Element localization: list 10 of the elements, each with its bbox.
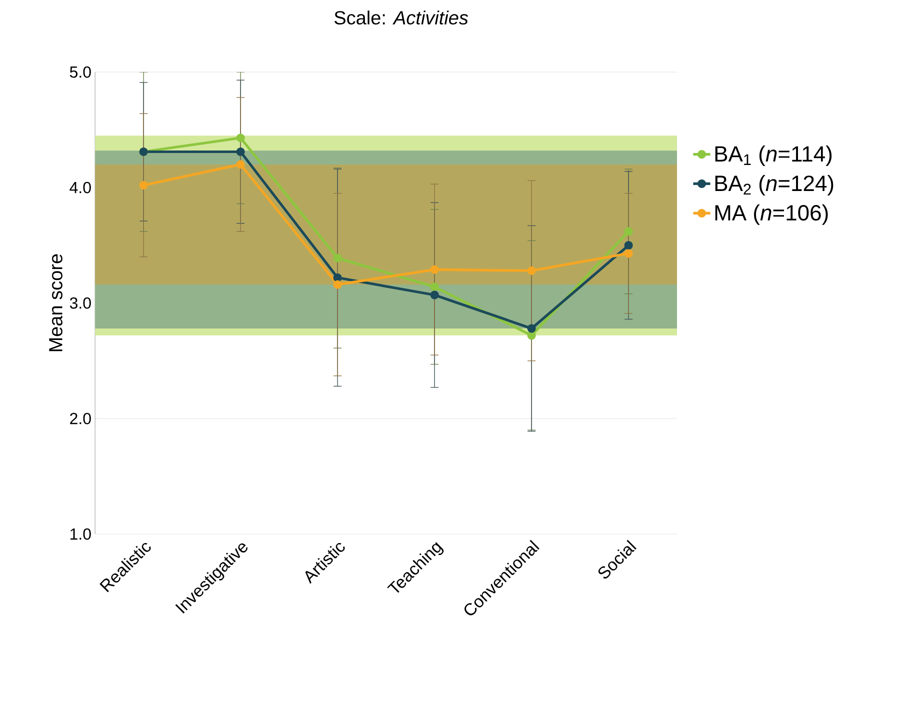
legend-label: MA (n=106) (715, 204, 828, 225)
y-tick-label: 5.0 (70, 66, 91, 78)
chart-title: Scale: Activities (334, 10, 468, 25)
y-tick-label: 4.0 (70, 182, 91, 194)
y-tick-label: 3.0 (70, 297, 91, 309)
y-tick-label: 1.0 (70, 528, 91, 540)
y-tick-label: 2.0 (70, 412, 91, 424)
legend-label: BA$_{2}$ (n=124) (715, 174, 834, 196)
y-axis-title: Mean score (49, 254, 62, 352)
legend-label: BA$_{1}$ (n=114) (715, 146, 832, 166)
